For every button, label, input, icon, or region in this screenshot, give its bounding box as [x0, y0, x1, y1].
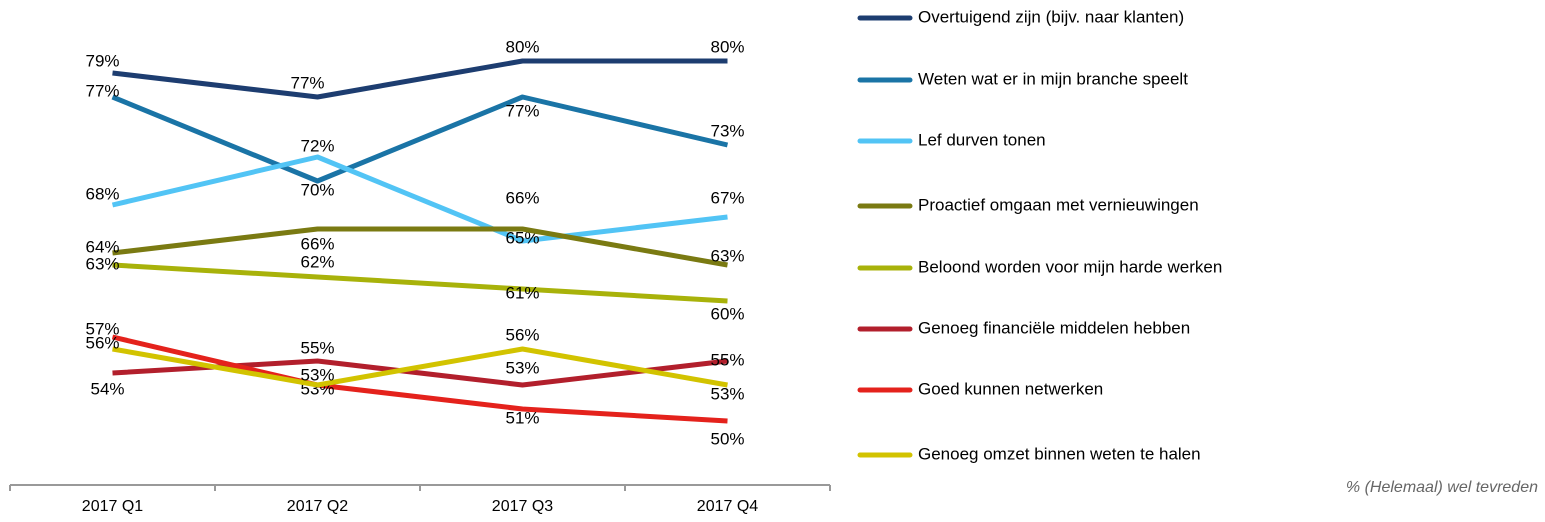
data-label: 77% — [85, 81, 119, 100]
legend-label: Goed kunnen netwerken — [918, 379, 1103, 398]
data-label: 55% — [300, 338, 334, 357]
legend-label: Overtuigend zijn (bijv. naar klanten) — [918, 7, 1184, 26]
data-label: 65% — [505, 228, 539, 247]
data-label: 50% — [710, 429, 744, 448]
x-tick-label: 2017 Q1 — [82, 498, 143, 515]
legend-label: Proactief omgaan met vernieuwingen — [918, 195, 1199, 214]
data-label: 77% — [290, 73, 324, 92]
x-tick-label: 2017 Q2 — [287, 498, 348, 515]
data-label: 62% — [300, 252, 334, 271]
line — [112, 58, 728, 100]
data-label: 57% — [85, 319, 119, 338]
data-label: 66% — [300, 234, 334, 253]
footnote: % (Helemaal) wel tevreden — [1346, 479, 1538, 496]
data-label: 67% — [710, 188, 744, 207]
data-label: 80% — [710, 37, 744, 56]
line — [112, 226, 728, 268]
data-label: 51% — [505, 408, 539, 427]
data-label: 72% — [300, 136, 334, 155]
legend-label: Beloond worden voor mijn harde werken — [918, 257, 1222, 276]
data-label: 79% — [85, 51, 119, 70]
data-label: 56% — [85, 333, 119, 352]
legend-label: Weten wat er in mijn branche speelt — [918, 69, 1188, 88]
legend-label: Genoeg omzet binnen weten te halen — [918, 444, 1201, 463]
data-label: 61% — [505, 283, 539, 302]
data-label: 53% — [505, 358, 539, 377]
data-label: 80% — [505, 37, 539, 56]
data-label: 77% — [505, 101, 539, 120]
data-label: 66% — [505, 188, 539, 207]
data-label: 53% — [710, 384, 744, 403]
data-label: 60% — [710, 304, 744, 323]
data-label: 68% — [85, 184, 119, 203]
line — [112, 262, 728, 304]
data-label: 64% — [85, 237, 119, 256]
x-tick-label: 2017 Q4 — [697, 498, 758, 515]
line — [112, 346, 728, 388]
legend-label: Genoeg financiële middelen hebben — [918, 318, 1190, 337]
data-label: 54% — [90, 379, 124, 398]
data-label: 53% — [300, 365, 334, 384]
data-label: 63% — [710, 246, 744, 265]
legend-label: Lef durven tonen — [918, 130, 1046, 149]
data-label: 63% — [85, 254, 119, 273]
data-label: 56% — [505, 325, 539, 344]
line — [111, 334, 728, 424]
data-label: 70% — [300, 180, 334, 199]
x-tick-label: 2017 Q3 — [492, 498, 553, 515]
line — [111, 154, 728, 244]
data-label: 73% — [710, 121, 744, 140]
line — [111, 94, 729, 184]
data-label: 55% — [710, 350, 744, 369]
